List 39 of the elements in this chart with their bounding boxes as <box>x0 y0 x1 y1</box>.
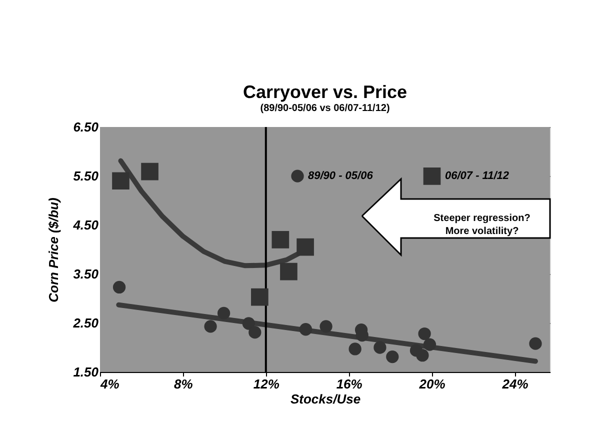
point <box>272 231 290 248</box>
legend-label: 06/07 - 11/12 <box>445 170 510 182</box>
x-tick-label: 20% <box>418 376 446 392</box>
point <box>529 337 542 350</box>
point <box>299 323 312 336</box>
y-axis-title: Corn Price ($/bu) <box>46 198 62 302</box>
y-tick-label: 1.50 <box>73 364 100 380</box>
point <box>112 280 126 294</box>
chart-subtitle: (89/90-05/06 vs 06/07-11/12) <box>260 103 390 114</box>
point <box>423 338 436 351</box>
y-tick-label: 6.50 <box>73 120 100 134</box>
annotation: Steeper regression? More volatility? <box>434 213 530 237</box>
point <box>418 327 431 340</box>
point <box>374 341 386 354</box>
x-tick-label: 16% <box>336 376 363 392</box>
point <box>280 262 298 280</box>
point <box>217 306 230 320</box>
y-tick-label: 2.50 <box>72 316 100 330</box>
point <box>386 350 399 364</box>
x-tick-label: 12% <box>253 376 280 392</box>
x-axis-title: Stocks/Use <box>290 392 361 406</box>
point <box>416 349 429 362</box>
point <box>204 320 217 333</box>
x-tick-label: 8% <box>174 376 194 392</box>
y-tick-label: 4.50 <box>72 218 100 232</box>
point <box>141 162 158 180</box>
point <box>348 342 362 356</box>
point <box>242 317 256 330</box>
x-tick-label: 4% <box>100 376 120 392</box>
point <box>320 320 332 333</box>
legend-label: 89/90 - 05/06 <box>308 170 374 182</box>
point <box>248 326 262 339</box>
point <box>296 238 314 256</box>
point <box>112 172 130 190</box>
y-tick-label: 3.50 <box>73 266 100 282</box>
x-tick-label: 24% <box>501 376 529 392</box>
chart-title: Carryover vs. Price <box>242 82 408 102</box>
point <box>251 288 268 306</box>
y-tick-label: 5.50 <box>73 168 100 184</box>
